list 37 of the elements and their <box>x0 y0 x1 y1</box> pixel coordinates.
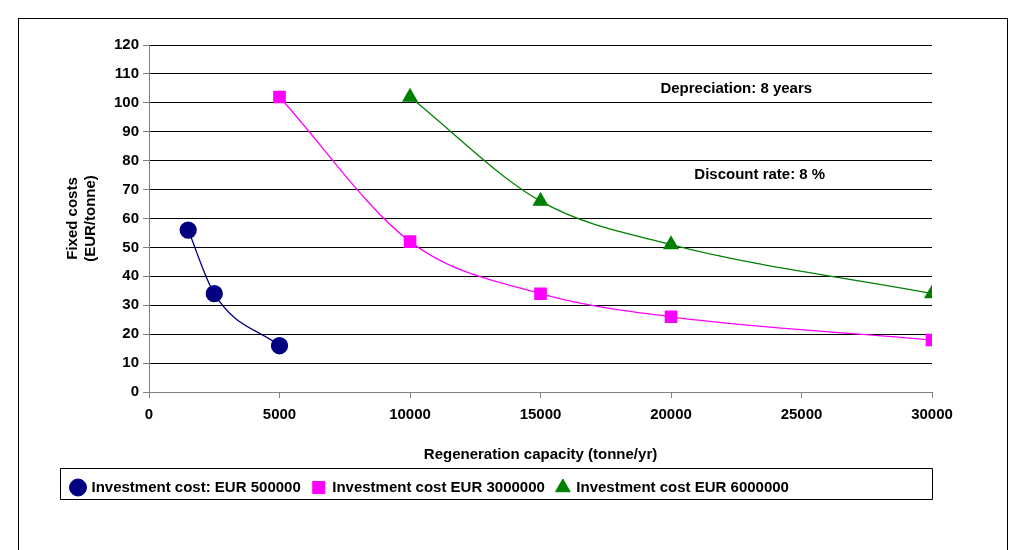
point <box>663 235 679 250</box>
y-tick-label: 60 <box>122 208 140 226</box>
y-tick-label: 80 <box>122 150 140 168</box>
legend-label: Investment cost: EUR 500000 <box>91 477 301 495</box>
legend-label: Investment cost EUR 3000000 <box>332 477 545 495</box>
y-tick-label: 20 <box>122 324 140 342</box>
y-tick-label: 120 <box>114 35 140 53</box>
y-tick-label: 10 <box>122 353 140 371</box>
annotation: Discount rate: 8 % <box>694 165 826 183</box>
y-tick-label: 50 <box>122 237 140 255</box>
point <box>403 235 417 248</box>
legend-label: Investment cost EUR 6000000 <box>576 477 789 495</box>
point <box>532 192 549 206</box>
x-tick-label: 0 <box>144 405 154 423</box>
x-tick-label: 30000 <box>911 405 953 423</box>
x-axis-title: Regeneration capacity (tonne/yr) <box>423 445 658 463</box>
x-tick-label: 5000 <box>262 405 297 423</box>
y-tick-label: 70 <box>122 179 140 197</box>
y-tick-label: 0 <box>130 382 140 400</box>
point <box>273 90 286 104</box>
point <box>179 221 197 239</box>
y-tick-label: 30 <box>122 295 140 313</box>
y-tick-label: 110 <box>114 64 140 82</box>
x-tick-label: 20000 <box>650 405 692 423</box>
y-tick-label: 100 <box>114 92 140 110</box>
x-tick-label: 25000 <box>780 405 823 423</box>
point <box>402 88 418 102</box>
y-axis-title: Fixed costs (EUR/tonne) <box>63 175 99 262</box>
annotation: Depreciation: 8 years <box>660 78 813 96</box>
point <box>205 285 223 303</box>
point <box>270 337 289 355</box>
point <box>534 287 547 300</box>
point <box>664 310 678 324</box>
x-tick-label: 10000 <box>389 405 431 423</box>
y-tick-label: 40 <box>122 266 140 284</box>
x-tick-label: 15000 <box>519 405 562 423</box>
y-tick-label: 90 <box>122 121 140 139</box>
